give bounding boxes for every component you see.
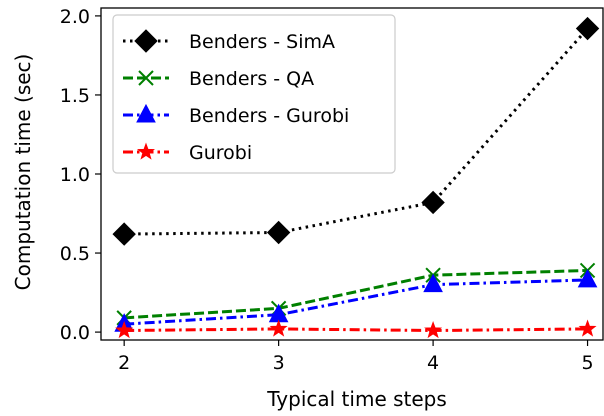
series-layer: [112, 16, 600, 339]
y-tick-label-0: 0.0: [60, 322, 90, 344]
data-point-0-0: [112, 222, 136, 246]
legend-label-0: Benders - SimA: [189, 31, 335, 53]
data-point-0-3: [575, 16, 600, 41]
legend-marker-1: [138, 70, 154, 86]
data-point-0-1: [266, 220, 291, 245]
legend-marker-3: [136, 142, 156, 160]
x-tick-label-1: 3: [273, 352, 285, 374]
series-3: [115, 319, 597, 339]
series-2: [114, 268, 598, 332]
data-point-0-2: [421, 190, 445, 215]
y-tick-label-2: 1.0: [60, 164, 90, 186]
legend-item-3: Gurobi: [123, 142, 252, 164]
legend-marker-2: [136, 103, 156, 123]
series-line-2: [124, 278, 588, 326]
data-point-3-1: [269, 319, 288, 337]
series-1: [116, 262, 596, 326]
legend: Benders - SimA Benders - QA Benders - Guro…: [112, 14, 396, 174]
legend-box: [112, 14, 396, 174]
data-point-2-3: [577, 268, 598, 288]
y-axis-label: Computation time (sec): [11, 54, 35, 291]
data-point-3-2: [424, 321, 443, 339]
x-tick-label-2: 4: [427, 352, 439, 374]
data-point-3-3: [578, 319, 597, 337]
data-point-3-0: [115, 321, 134, 339]
legend-label-1: Benders - QA: [189, 68, 314, 90]
x-axis-label: Typical time steps: [266, 387, 447, 411]
legend-label-3: Gurobi: [189, 142, 252, 164]
x-tick-label-3: 5: [582, 352, 594, 374]
legend-item-2: Benders - Gurobi: [123, 103, 349, 127]
y-tick-label-1: 0.5: [60, 243, 90, 265]
series-line-0: [124, 27, 589, 236]
legend-marker-0: [134, 29, 158, 53]
y-tick-label-3: 1.5: [60, 85, 90, 107]
axes: 2 3 4 5 0.0 0.5 1.0 1.5 2.0: [60, 6, 604, 374]
series-line-1: [124, 268, 588, 320]
x-tick-label-0: 2: [118, 352, 130, 374]
data-point-2-2: [423, 273, 443, 293]
series-0: [112, 16, 600, 246]
y-tick-label-4: 2.0: [60, 6, 90, 28]
series-line-3: [124, 327, 588, 333]
legend-marker-1-stroke-b: [138, 70, 154, 86]
legend-label-2: Benders - Gurobi: [189, 105, 349, 127]
legend-item-1: Benders - QA: [123, 68, 314, 90]
legend-item-0: Benders - SimA: [123, 29, 335, 53]
